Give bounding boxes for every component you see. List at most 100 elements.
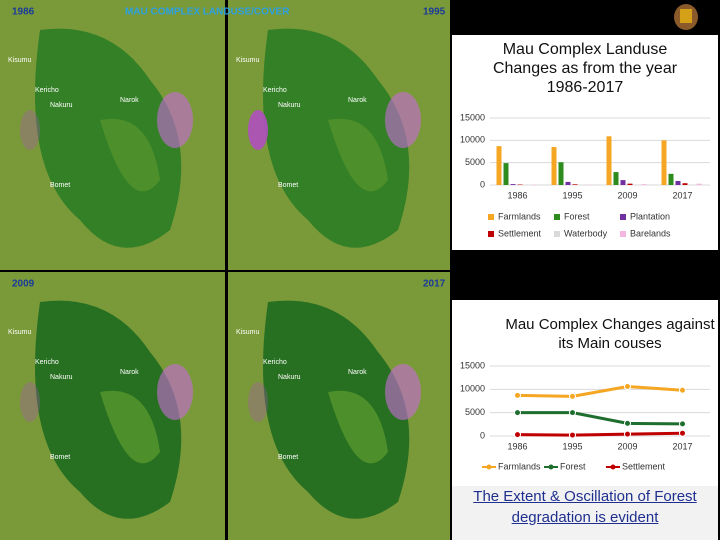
map-place: Bomet: [50, 454, 70, 461]
bar: [682, 183, 688, 185]
map-place: Bomet: [278, 182, 298, 189]
point: [569, 431, 576, 439]
legend-swatch: [548, 464, 554, 470]
map-place: Bomet: [278, 454, 298, 461]
legend-label: Farmlands: [498, 211, 541, 221]
legend-label: Plantation: [630, 211, 670, 221]
y-tick-label: 5000: [465, 407, 485, 417]
legend-swatch: [554, 214, 560, 220]
bar: [613, 172, 619, 185]
forest-area: [328, 118, 388, 192]
point: [679, 386, 686, 394]
legend-swatch: [488, 214, 494, 220]
legend-swatch: [610, 464, 616, 470]
bar: [606, 136, 612, 185]
bar: [558, 162, 564, 185]
y-tick-label: 15000: [460, 360, 485, 370]
y-tick-label: 5000: [465, 157, 485, 167]
y-tick-label: 10000: [460, 384, 485, 394]
x-tick-label: 2009: [617, 441, 637, 451]
x-tick-label: 2017: [672, 441, 692, 451]
plantation-area: [248, 110, 268, 150]
y-tick-label: 15000: [460, 112, 485, 122]
legend-label: Waterbody: [564, 228, 608, 238]
legend-label: Farmlands: [498, 461, 541, 471]
point: [679, 420, 686, 428]
map-place: Bomet: [50, 182, 70, 189]
bar: [627, 183, 633, 185]
caption: The Extent & Oscillation of Forest degra…: [473, 488, 697, 526]
chart-panel: [452, 35, 718, 250]
bar: [641, 184, 647, 185]
map-place: Kericho: [263, 359, 287, 366]
map-place: Nakuru: [50, 374, 73, 381]
plantation-area: [20, 110, 40, 150]
y-tick-label: 0: [480, 430, 485, 440]
legend-label: Forest: [564, 211, 590, 221]
bar: [510, 184, 516, 185]
bar: [696, 183, 702, 185]
point: [569, 392, 576, 400]
line: [517, 411, 683, 426]
bar: [661, 140, 667, 185]
plantation-area: [20, 382, 40, 422]
x-tick-label: 1986: [507, 441, 527, 451]
x-tick-label: 1986: [507, 190, 527, 200]
legend-swatch: [620, 214, 626, 220]
bar: [675, 180, 681, 185]
caption-panel: [452, 486, 718, 540]
x-tick-label: 2017: [672, 190, 692, 200]
map-place: Narok: [120, 369, 139, 376]
map-year: 1995: [423, 7, 446, 18]
map-place: Kisumu: [236, 57, 259, 64]
bar: [668, 173, 674, 185]
map-place: Nakuru: [278, 374, 301, 381]
point: [624, 383, 631, 391]
point: [569, 409, 576, 417]
map-place: Kericho: [263, 87, 287, 94]
bar: [620, 180, 626, 185]
map-place: Narok: [348, 97, 367, 104]
plantation-area: [157, 364, 193, 420]
legend-swatch: [554, 231, 560, 237]
map-year: 2009: [12, 279, 35, 290]
line: [517, 385, 683, 398]
forest-area: [100, 118, 160, 192]
map-place: Kericho: [35, 359, 59, 366]
bar: [572, 184, 578, 185]
plantation-area: [385, 364, 421, 420]
line: [517, 431, 683, 437]
map-title: MAU COMPLEX LANDUSE/COVER: [125, 7, 290, 18]
legend-label: Forest: [560, 461, 586, 471]
point: [514, 391, 521, 399]
forest-area: [100, 390, 160, 464]
y-tick-label: 10000: [460, 135, 485, 145]
plantation-area: [248, 382, 268, 422]
map-year: 2017: [423, 279, 446, 290]
chart-title: Mau Complex Changes against its Main cou…: [505, 316, 715, 352]
map-place: Kericho: [35, 87, 59, 94]
map-place: Kisumu: [8, 57, 31, 64]
map-place: Nakuru: [50, 102, 73, 109]
legend-swatch: [486, 464, 492, 470]
point: [514, 431, 521, 439]
map-place: Nakuru: [278, 102, 301, 109]
legend-label: Barelands: [630, 228, 671, 238]
x-tick-label: 1995: [562, 190, 582, 200]
logo: [674, 4, 698, 30]
plantation-area: [385, 92, 421, 148]
legend-label: Settlement: [622, 461, 666, 471]
legend-swatch: [488, 231, 494, 237]
y-tick-label: 0: [480, 179, 485, 189]
point: [624, 419, 631, 427]
point: [679, 429, 686, 437]
plantation-area: [157, 92, 193, 148]
bar: [503, 163, 509, 185]
x-tick-label: 2009: [617, 190, 637, 200]
x-tick-label: 1995: [562, 441, 582, 451]
map-place: Narok: [120, 97, 139, 104]
chart-title: Mau Complex Landuse Changes as from the …: [492, 41, 678, 96]
bar: [496, 146, 502, 185]
